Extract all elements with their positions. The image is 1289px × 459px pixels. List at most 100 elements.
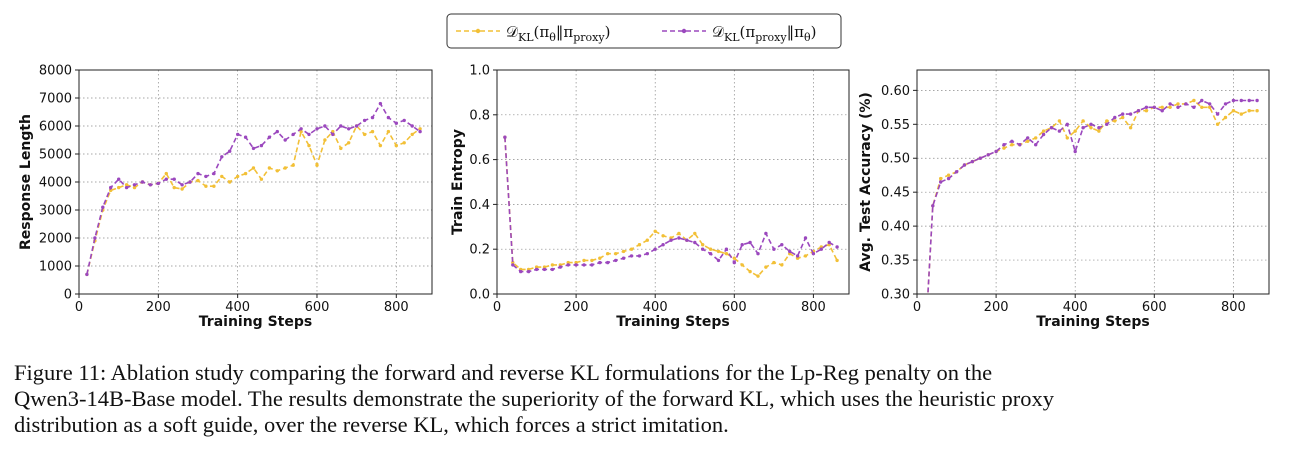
test-accuracy-point-reverse-31 — [1168, 102, 1172, 106]
response-length-point-reverse-33 — [347, 127, 351, 131]
test-accuracy-line-forward — [927, 99, 1258, 294]
response-length-point-reverse-4 — [117, 177, 121, 181]
train-entropy-point-forward-19 — [653, 229, 657, 233]
train-entropy-point-reverse-34 — [772, 247, 776, 251]
response-length-point-reverse-34 — [354, 124, 359, 128]
train-entropy-point-forward-30 — [740, 263, 744, 267]
legend-reverse-label: 𝒟KL(πproxy‖πθ) — [712, 23, 816, 44]
response-length-point-forward-40 — [402, 141, 406, 145]
test-accuracy-point-reverse-29 — [1152, 105, 1157, 110]
train-entropy-point-reverse-5 — [542, 267, 547, 272]
test-accuracy-point-reverse-26 — [1128, 112, 1133, 116]
train-entropy-point-reverse-41 — [827, 240, 831, 245]
test-accuracy-point-reverse-28 — [1144, 105, 1149, 110]
response-length-point-forward-38 — [386, 129, 391, 134]
train-entropy-point-reverse-3 — [526, 269, 531, 274]
test-accuracy-point-reverse-24 — [1113, 115, 1117, 120]
response-length-point-forward-35 — [362, 132, 367, 137]
test-accuracy-point-reverse-32 — [1176, 105, 1180, 110]
figure-caption: Figure 11: Ablation study comparing the … — [14, 360, 1274, 438]
response-length-xtick-label-0: 0 — [75, 300, 83, 315]
train-entropy-point-reverse-42 — [835, 245, 839, 249]
test-accuracy-point-forward-37 — [1215, 122, 1220, 127]
test-accuracy-ytick-label-2: 0.40 — [881, 220, 910, 235]
train-entropy-point-reverse-2 — [519, 269, 523, 274]
train-entropy-point-forward-27 — [716, 249, 721, 254]
train-entropy-point-forward-10 — [582, 258, 586, 263]
response-length-point-forward-27 — [299, 129, 303, 134]
test-accuracy-point-reverse-12 — [1018, 143, 1022, 147]
test-accuracy-point-reverse-13 — [1026, 136, 1030, 140]
legend-reverse-marker — [681, 28, 687, 34]
train-entropy-ytick-label-3: 0.6 — [469, 153, 490, 168]
train-entropy-point-reverse-37 — [795, 254, 800, 258]
train-entropy-point-reverse-20 — [661, 243, 665, 247]
train-entropy-point-reverse-31 — [748, 240, 752, 245]
legend-forward-marker — [475, 28, 481, 34]
test-accuracy-point-forward-28 — [1144, 109, 1149, 113]
response-length-ytick-label-4: 4000 — [39, 176, 72, 191]
test-accuracy-frame — [916, 69, 1270, 295]
test-accuracy-point-reverse-37 — [1215, 112, 1220, 116]
response-length-point-reverse-29 — [315, 127, 319, 131]
train-entropy-point-forward-12 — [598, 256, 602, 260]
test-accuracy-ytick-label-0: 0.30 — [881, 288, 910, 303]
test-accuracy-point-reverse-8 — [986, 153, 990, 157]
response-length-point-reverse-31 — [331, 132, 335, 137]
test-accuracy-point-reverse-27 — [1136, 109, 1141, 113]
train-entropy-frame — [496, 69, 850, 295]
response-length-point-forward-4 — [117, 185, 121, 190]
response-length-point-reverse-21 — [251, 146, 256, 151]
test-accuracy-point-forward-38 — [1223, 115, 1228, 120]
response-length-point-reverse-23 — [267, 135, 272, 139]
response-length-point-forward-14 — [196, 178, 200, 183]
train-entropy-point-forward-29 — [732, 256, 736, 260]
response-length-point-reverse-5 — [124, 185, 129, 190]
test-accuracy-xlabel: Training Steps — [1036, 314, 1149, 330]
legend-box — [446, 13, 842, 49]
response-length-point-reverse-10 — [164, 177, 168, 181]
train-entropy-point-reverse-24 — [693, 240, 697, 245]
test-accuracy-point-forward-20 — [1081, 119, 1085, 123]
train-entropy-xtick-label-3: 600 — [722, 300, 747, 315]
train-entropy-point-reverse-6 — [550, 267, 555, 272]
response-length-point-forward-10 — [164, 171, 168, 176]
test-accuracy-point-reverse-10 — [1002, 143, 1006, 147]
train-entropy-point-forward-22 — [677, 231, 681, 236]
test-accuracy-point-reverse-38 — [1223, 102, 1228, 106]
test-accuracy-point-reverse-42 — [1255, 98, 1259, 103]
test-accuracy-point-forward-36 — [1208, 105, 1212, 110]
response-length-point-reverse-3 — [109, 185, 113, 190]
response-length-point-forward-36 — [370, 129, 375, 134]
response-length-point-reverse-37 — [378, 101, 383, 106]
response-length-point-reverse-0 — [85, 272, 89, 277]
train-entropy-point-forward-28 — [724, 252, 729, 256]
test-accuracy-point-reverse-30 — [1160, 109, 1164, 113]
train-entropy-point-reverse-29 — [732, 260, 736, 265]
train-entropy-point-forward-20 — [661, 234, 665, 238]
response-length-point-reverse-9 — [156, 181, 160, 186]
response-length-xtick-label-3: 600 — [305, 300, 330, 315]
test-accuracy-point-forward-11 — [1010, 143, 1014, 147]
test-accuracy-ytick-label-4: 0.50 — [881, 152, 910, 167]
test-accuracy-ylabel: Avg. Test Accuracy (%) — [858, 92, 874, 272]
response-length-point-forward-5 — [124, 183, 129, 187]
response-length-ytick-label-3: 3000 — [39, 204, 72, 219]
test-accuracy-ytick-label-6: 0.60 — [881, 84, 910, 99]
caption-line-2: Qwen3-14B-Base model. The results demons… — [14, 386, 1054, 411]
response-length-point-reverse-41 — [410, 124, 414, 128]
response-length-point-reverse-12 — [180, 183, 184, 187]
test-accuracy-point-reverse-5 — [962, 163, 967, 167]
test-accuracy-point-forward-40 — [1239, 112, 1244, 116]
train-entropy-point-reverse-35 — [780, 243, 784, 247]
response-length-ytick-label-2: 2000 — [39, 232, 72, 247]
test-accuracy-point-forward-18 — [1065, 136, 1070, 140]
response-length-point-forward-17 — [220, 174, 224, 179]
response-length-point-forward-22 — [259, 177, 264, 181]
train-entropy-point-forward-16 — [629, 247, 634, 251]
test-accuracy-line-reverse — [927, 99, 1258, 294]
response-length-point-reverse-7 — [140, 180, 145, 184]
test-accuracy-point-reverse-7 — [978, 156, 982, 160]
train-entropy-point-forward-35 — [780, 263, 784, 267]
test-accuracy-point-forward-26 — [1128, 126, 1133, 130]
